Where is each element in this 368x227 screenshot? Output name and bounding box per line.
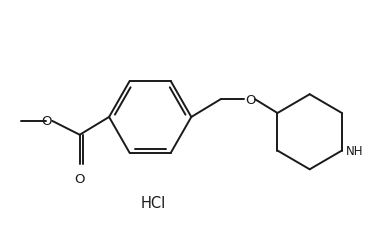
- Text: HCl: HCl: [141, 195, 166, 210]
- Text: NH: NH: [346, 144, 363, 157]
- Text: O: O: [74, 173, 85, 185]
- Text: O: O: [41, 115, 51, 128]
- Text: O: O: [245, 93, 255, 106]
